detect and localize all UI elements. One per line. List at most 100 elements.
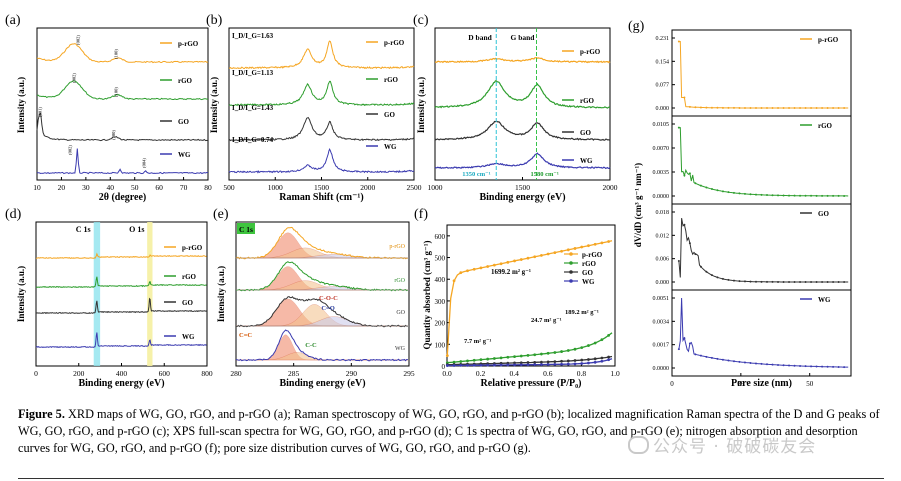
panel-d-x-tick-label: 800 (201, 369, 213, 378)
panel-f-marker (553, 362, 557, 366)
panel-f-marker (573, 347, 577, 351)
panel-c-g-pos: 1580 cm⁻¹ (531, 171, 559, 178)
panel-f-marker (593, 242, 597, 246)
panel-f-marker (540, 352, 543, 356)
panel-c-legend-label: WG (580, 157, 593, 165)
panel-g-marker (727, 106, 730, 109)
panel-b-series-rGO (228, 80, 415, 107)
panel-f-legend-marker (569, 279, 573, 283)
panel-g-marker (771, 106, 774, 109)
panel-g-marker (843, 366, 846, 369)
panel-f-marker (486, 357, 490, 361)
panel-f-marker (466, 359, 469, 363)
panel-f-marker (506, 363, 510, 367)
panel-g-marker (837, 106, 840, 109)
panel-c-g-band-label: G band (511, 33, 536, 42)
panel-f-marker (492, 357, 496, 360)
panel-b-x-tick-label: 2000 (360, 183, 375, 192)
panel-f-legend-label: rGO (582, 260, 597, 268)
panel-f-marker (479, 266, 483, 270)
panel-f-marker (580, 245, 584, 249)
panel-g-marker (754, 193, 757, 196)
panel-f-marker (506, 355, 510, 359)
panel-a-xlabel: 2θ (degree) (99, 192, 147, 203)
panel-f-marker (540, 253, 543, 257)
panel-f-marker (607, 355, 611, 359)
panel-g-marker (843, 106, 846, 109)
panel-e-ylabel: Intensity (a.u.) (216, 266, 226, 322)
panel-c-legend-label: GO (580, 129, 591, 137)
panel-g-marker (804, 194, 807, 197)
panel-b-legend-label: rGO (384, 76, 399, 84)
panel-f-marker (553, 360, 557, 364)
panel-f-marker (492, 363, 496, 367)
panel-g-y-tick-label: 0.006 (656, 257, 670, 263)
panel-a-peak-label: (002) (67, 145, 72, 155)
panel-g-marker (810, 194, 813, 197)
panel-c-xlabel: Binding energy (eV) (479, 192, 565, 203)
panel-a-x-tick-label: 10 (33, 183, 41, 192)
panel-f-marker (499, 262, 503, 266)
panel-f-legend-marker (569, 252, 573, 256)
panel-g-marker (788, 194, 791, 197)
panel-a-x-tick-label: 70 (180, 183, 188, 192)
panel-f-marker (445, 354, 449, 358)
panel-f-marker (452, 360, 456, 364)
panel-g-marker (683, 337, 686, 340)
panel-f-marker (513, 259, 516, 263)
panel-g-marker (760, 193, 763, 196)
panel-f-marker (459, 360, 463, 363)
panel-f-marker (445, 364, 449, 367)
panel-g-marker (738, 360, 741, 363)
panel-f-marker (452, 279, 456, 283)
panel-d-series-p-rGO (35, 252, 207, 259)
panel-f-marker (600, 338, 604, 342)
panel-g-marker (732, 360, 735, 363)
panel-g-marker (727, 359, 730, 362)
panel-f-marker (540, 360, 543, 364)
panel-g-marker (721, 358, 724, 361)
panel-g-marker (832, 194, 835, 197)
panel-f-marker (513, 361, 516, 365)
panel-d-x-tick-label: 0 (34, 369, 38, 378)
panel-f-marker (499, 363, 503, 367)
panel-f-marker (593, 341, 597, 345)
panel-d-series-GO (35, 297, 207, 315)
panel-g-series-rGO (678, 127, 849, 197)
panel-d-c1s-label: C 1s (76, 225, 91, 234)
panel-c-x-tick-label: 2000 (603, 183, 618, 192)
panel-g-marker (743, 192, 746, 195)
panel-g-marker (771, 363, 774, 366)
panel-g-marker (799, 194, 802, 197)
panel-f-marker (472, 358, 476, 362)
panel-g-marker (815, 280, 818, 283)
panel-g-marker (793, 106, 796, 109)
panel-f-ylabel: Quantity absorbed (cm³ g⁻¹) (422, 241, 432, 350)
panel-e-series-label: p-rGO (389, 244, 405, 250)
panel-f-marker (472, 267, 476, 271)
caption-text: XRD maps of WG, GO, rGO, and p-rGO (a); … (18, 407, 880, 455)
panel-e-x-tick-label: 290 (346, 369, 358, 378)
panel-f-marker (600, 356, 604, 360)
panel-a-series-WG (36, 148, 208, 175)
panel-f-legend-label: p-rGO (582, 251, 603, 259)
panel-f-marker (445, 361, 449, 365)
panel-g-marker (777, 194, 780, 197)
panel-g-marker (716, 276, 719, 279)
panel-f-marker (560, 359, 563, 363)
panel-f-marker (593, 357, 597, 361)
panel-f-y-tick-label: 200 (435, 320, 446, 328)
panel-f-marker (580, 362, 584, 365)
panel-b-series-GO (228, 116, 415, 142)
panel-e-series-label: rGO (394, 278, 405, 284)
panel-g-marker (705, 355, 708, 358)
panel-f-marker (519, 258, 523, 261)
panel-g-marker (815, 365, 818, 368)
panel-g-marker (821, 365, 824, 368)
panel-g-y-tick-label: 0.0000 (653, 366, 670, 372)
panel-a-series-GO (36, 112, 209, 142)
panel-a-legend-label: WG (178, 151, 191, 159)
panel-g-x-tick-label: 50 (806, 380, 814, 388)
wechat-icon (628, 436, 649, 454)
panel-d-letter: (d) (5, 207, 22, 222)
